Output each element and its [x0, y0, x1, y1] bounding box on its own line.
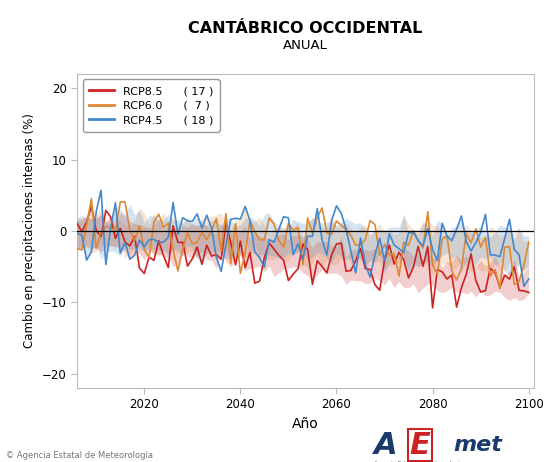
Text: ANUAL: ANUAL [283, 39, 328, 52]
Text: Agencia Estatal de Meteorología: Agencia Estatal de Meteorología [374, 460, 463, 462]
Text: met: met [454, 435, 503, 455]
Text: CANTÁBRICO OCCIDENTAL: CANTÁBRICO OCCIDENTAL [188, 21, 422, 36]
Text: A: A [374, 431, 398, 460]
Text: E: E [410, 431, 431, 460]
Y-axis label: Cambio en precipitaciones intensas (%): Cambio en precipitaciones intensas (%) [23, 114, 36, 348]
Legend: RCP8.5      ( 17 ), RCP6.0      (  7 ), RCP4.5      ( 18 ): RCP8.5 ( 17 ), RCP6.0 ( 7 ), RCP4.5 ( 18… [82, 79, 219, 132]
Text: © Agencia Estatal de Meteorología: © Agencia Estatal de Meteorología [6, 451, 152, 460]
X-axis label: Año: Año [292, 417, 318, 431]
